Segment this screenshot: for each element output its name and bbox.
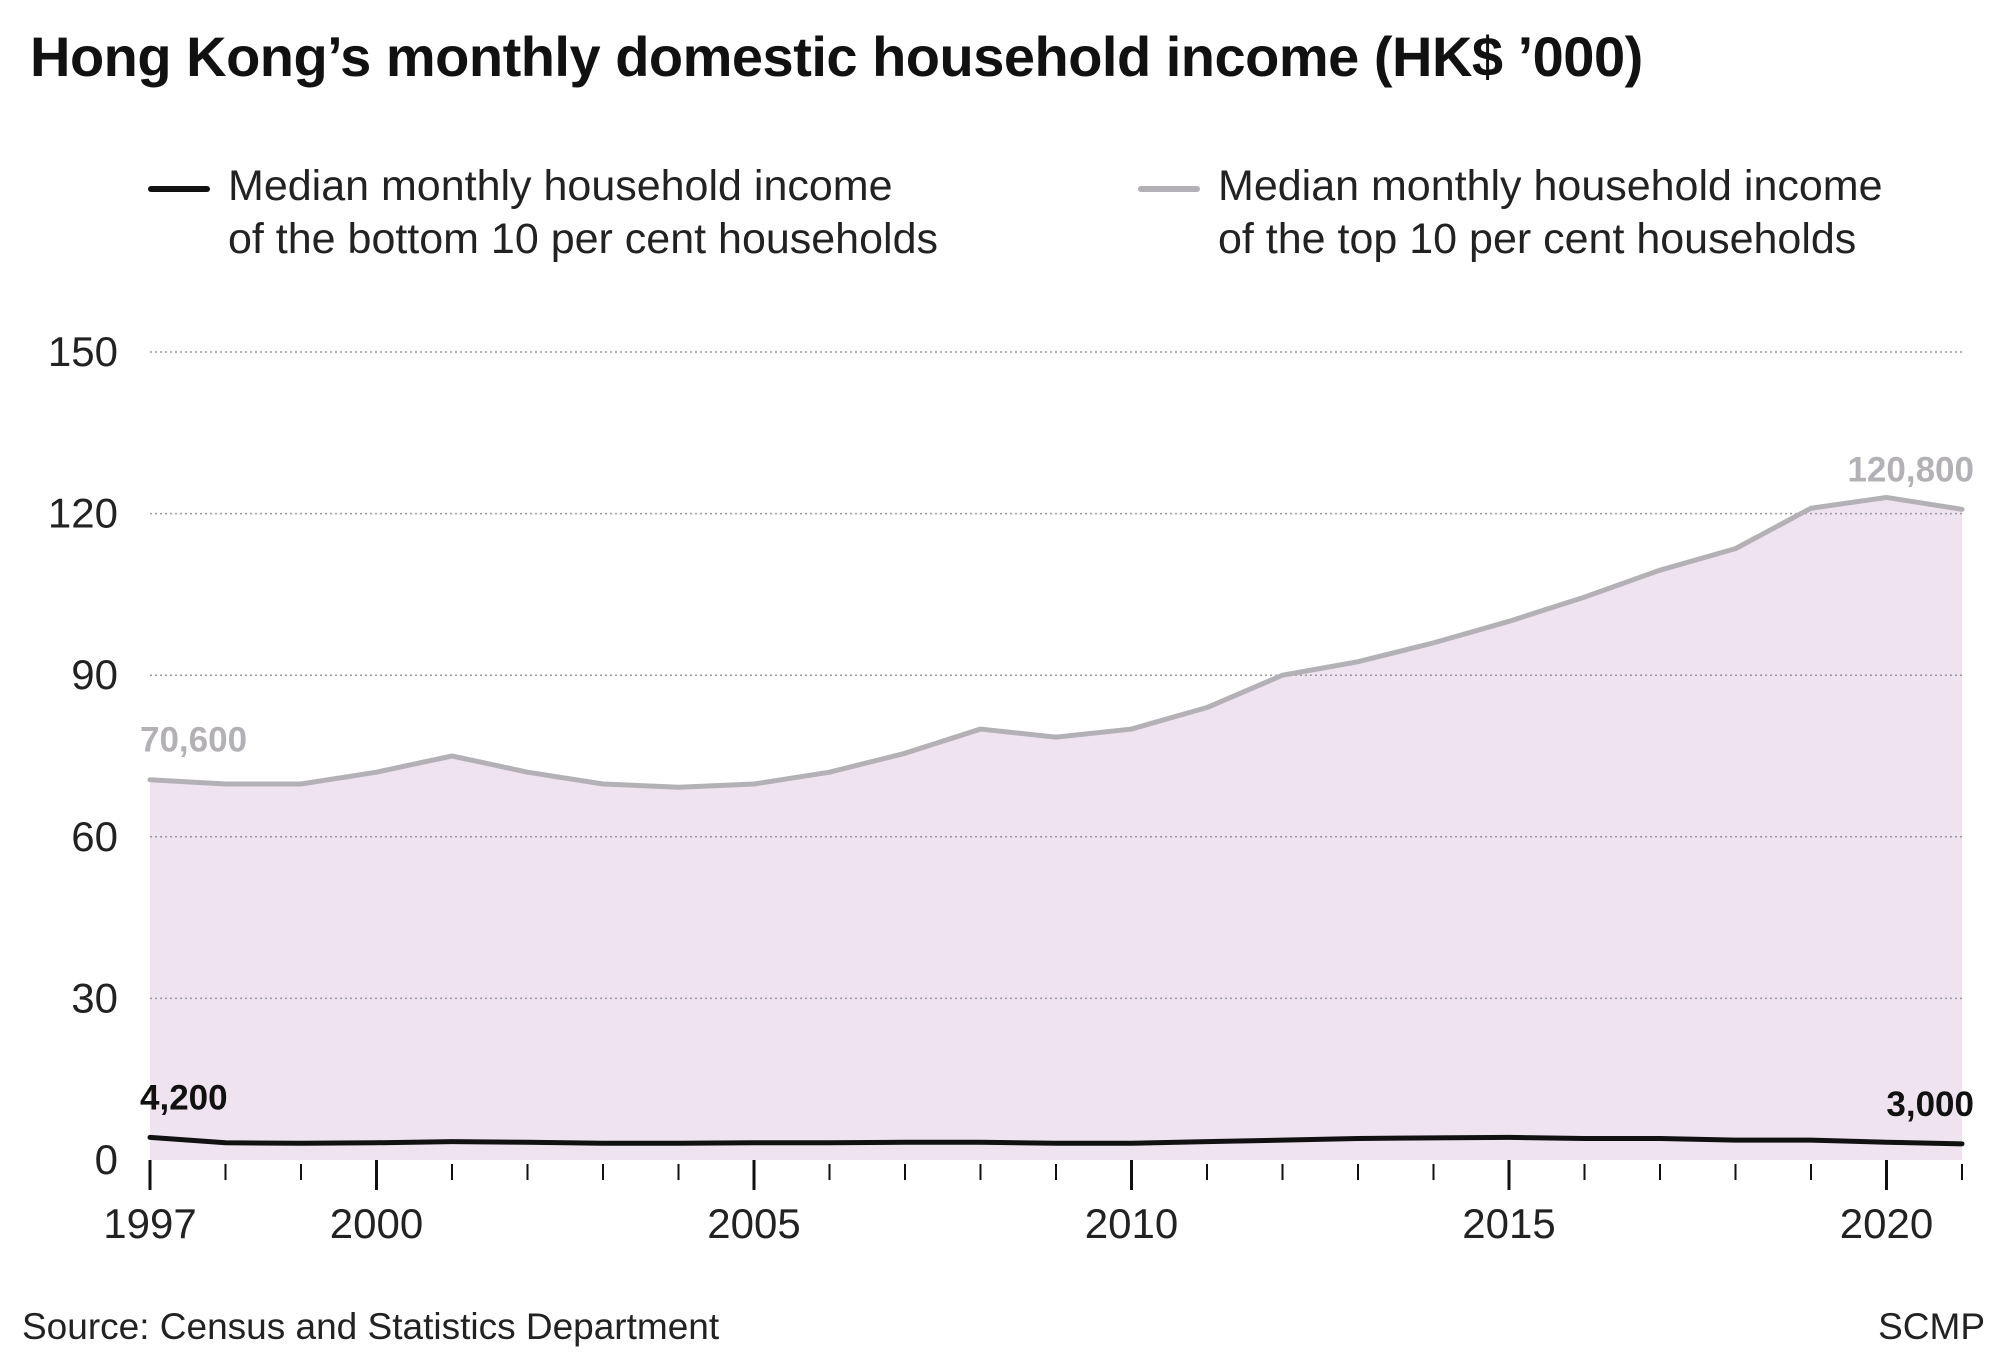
line-bottom-10 — [147, 1134, 1965, 1147]
line-top-10 — [147, 494, 1965, 790]
legend-label-top-10-line-1: Median monthly household income — [1218, 162, 1883, 210]
y-tick-label-30: 30 — [71, 974, 118, 1021]
y-tick-label-120: 120 — [48, 490, 118, 537]
area-fill-top-10 — [150, 497, 1962, 1160]
legend-label-top-10-line-2: of the top 10 per cent households — [1218, 215, 1857, 263]
data-label-bottom-10-1997: 4,200 — [140, 1078, 228, 1117]
data-label-top-10-2021: 120,800 — [1847, 450, 1974, 489]
line-chart: 0 30 60 90 120 150 1997 2000 2005 2010 2015 2020 70,… — [48, 328, 1974, 1247]
data-label-bottom-10-2021: 3,000 — [1886, 1085, 1974, 1124]
source-note: Source: Census and Statistics Department — [22, 1306, 720, 1347]
x-tick-label-1997: 1997 — [103, 1200, 196, 1247]
legend-label-bottom-10-line-2: of the bottom 10 per cent households — [228, 215, 938, 263]
y-tick-label-60: 60 — [71, 813, 118, 860]
legend-swatch-bottom-10 — [148, 186, 210, 192]
legend-swatch-top-10 — [1138, 186, 1200, 192]
data-label-top-10-1997: 70,600 — [140, 721, 247, 760]
x-tick-label-2000: 2000 — [330, 1200, 423, 1247]
x-tick-label-2010: 2010 — [1085, 1200, 1178, 1247]
y-tick-label-90: 90 — [71, 651, 118, 698]
chart-title: Hong Kong’s monthly domestic household i… — [30, 25, 1643, 88]
x-tick-label-2005: 2005 — [707, 1200, 800, 1247]
x-tick-label-2015: 2015 — [1462, 1200, 1555, 1247]
y-tick-label-0: 0 — [95, 1136, 118, 1183]
x-tick-label-2020: 2020 — [1840, 1200, 1933, 1247]
y-tick-label-150: 150 — [48, 328, 118, 375]
legend-label-bottom-10-line-1: Median monthly household income — [228, 162, 893, 210]
brand-credit: SCMP — [1878, 1306, 1985, 1347]
